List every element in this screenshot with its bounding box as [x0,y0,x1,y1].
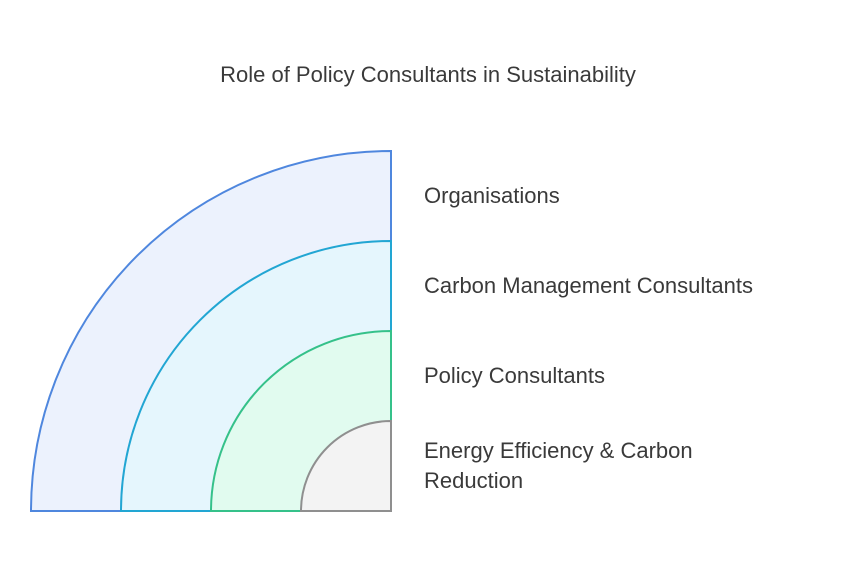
layer-arc-energy-efficiency-carbon-reduction [299,419,392,512]
layer-label-organisations: Organisations [424,183,560,208]
layer-label-carbon-management-consultants: Carbon Management Consultants [424,273,753,298]
layer-label-energy-efficiency-carbon-reduction: Energy Efficiency & Carbon Reduction [424,438,693,493]
diagram-title: Role of Policy Consultants in Sustainabi… [220,62,636,87]
layer-label-policy-consultants: Policy Consultants [424,363,605,388]
